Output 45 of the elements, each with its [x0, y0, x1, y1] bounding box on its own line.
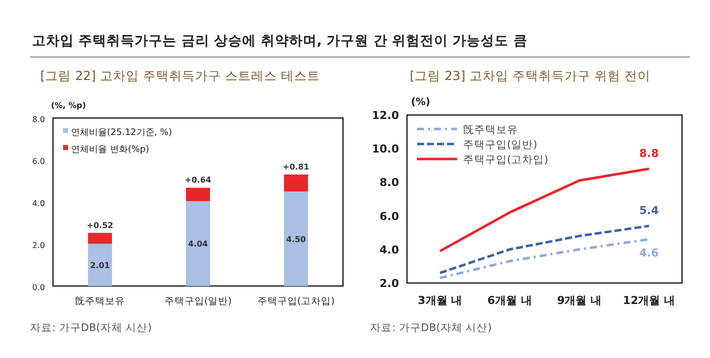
bar: [88, 232, 112, 244]
x-tick-label: 3개월 내: [418, 294, 462, 307]
legend-label: 연체비율 변화(%p): [71, 145, 150, 155]
bar: [284, 192, 308, 286]
data-label: +0.52: [86, 220, 114, 230]
y-tick-label: 2.0: [380, 277, 400, 290]
y-tick-label: 8.0: [32, 115, 45, 124]
text: 고차입 주택취득가구는 금리 상승에 취약하며, 가구원 간 위험전이 가능성도 큼: [32, 33, 528, 49]
y-tick-label: 6.0: [380, 210, 400, 223]
chart-title: [그림 22] 고차입 주택취득가구 스트레스 테스트: [40, 68, 320, 83]
bar: [186, 201, 210, 286]
data-label: 5.4: [639, 204, 660, 217]
bar: [186, 188, 210, 202]
y-tick-label: 4.0: [380, 243, 400, 256]
y-axis-title: (%, %p): [51, 101, 86, 110]
x-tick-label: 旣주택보유: [75, 295, 125, 307]
text: 자료: 가구DB(자체 시산): [370, 322, 492, 334]
text: 자료: 가구DB(자체 시산): [30, 322, 152, 334]
y-tick-label: 0.0: [32, 283, 45, 292]
data-label: 4.6: [639, 246, 660, 260]
x-tick-label: 주택구입(고차입): [257, 296, 335, 307]
bar: [88, 244, 112, 286]
data-label: 8.8: [639, 146, 659, 160]
y-tick-label: 4.0: [32, 199, 45, 208]
legend-label: 주택구입(일반): [463, 139, 538, 151]
legend-label: 연체비율(25.12기준, %): [71, 128, 172, 138]
y-tick-label: 6.0: [32, 157, 45, 166]
data-label: 4.04: [188, 240, 208, 249]
y-tick-label: 2.0: [32, 241, 45, 250]
y-tick-label: 10.0: [372, 142, 400, 156]
data-label: 2.01: [90, 260, 110, 270]
legend-label: 旣주택보유: [463, 124, 518, 136]
legend-label: 주택구입(고차입): [463, 154, 548, 166]
x-tick-label: 6개월 내: [487, 294, 532, 307]
bar: [284, 174, 308, 192]
data-label: +0.81: [282, 162, 310, 172]
x-tick-label: 9개월 내: [557, 294, 602, 307]
chart-title: [그림 23] 고차입 주택취득가구 위험 전이: [410, 68, 650, 83]
data-label: +0.64: [184, 176, 212, 185]
x-tick-label: 12개월 내: [622, 294, 676, 307]
y-tick-label: 8.0: [380, 176, 400, 190]
y-tick-label: 12.0: [372, 109, 400, 122]
y-axis-title: (%): [411, 97, 430, 108]
data-label: 4.50: [286, 234, 306, 244]
x-tick-label: 주택구입(일반): [164, 296, 232, 307]
